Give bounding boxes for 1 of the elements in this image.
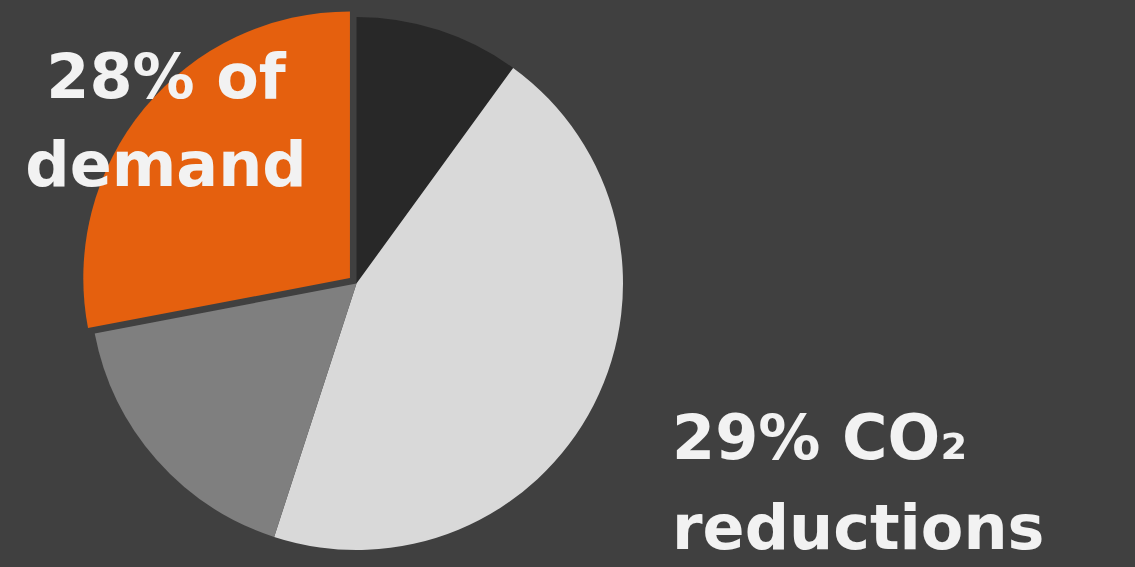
text: 29% CO₂ reductions [672,401,1045,564]
